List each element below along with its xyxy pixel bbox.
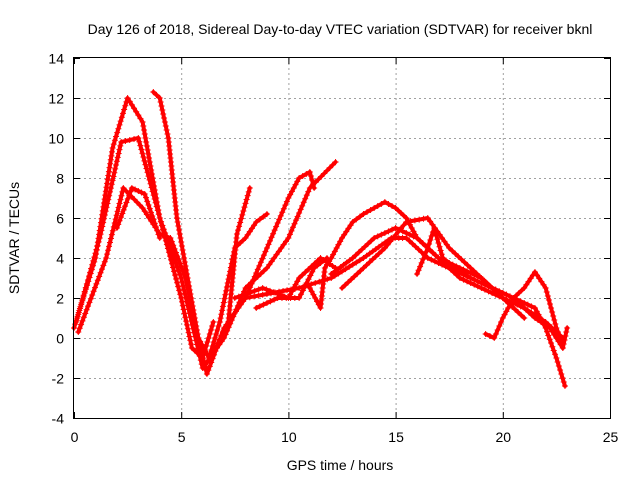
series-sat-16: [559, 325, 571, 351]
y-tick-label: 6: [56, 211, 64, 227]
y-tick-label: 2: [56, 291, 64, 307]
series-sat-6: [206, 185, 253, 365]
series-markers: [113, 185, 163, 241]
series-sat-4: [113, 185, 163, 241]
series-sat-5: [150, 89, 223, 361]
x-axis-label: GPS time / hours: [287, 457, 394, 473]
series-sat-15: [482, 269, 566, 347]
series-markers: [306, 199, 528, 321]
series-sat-9: [253, 255, 330, 311]
y-tick-label: -2: [52, 371, 65, 387]
series-markers: [328, 225, 566, 341]
chart-title: Day 126 of 2018, Sidereal Day-to-day VTE…: [88, 21, 593, 37]
series-markers: [559, 325, 571, 351]
y-tick-label: 10: [48, 131, 64, 147]
x-tick-label: 10: [281, 429, 297, 445]
x-tick-label: 0: [71, 429, 79, 445]
y-tick-label: 8: [56, 171, 64, 187]
y-axis-label: SDTVAR / TECUs: [6, 182, 22, 294]
series-sat-2: [73, 135, 339, 371]
series-sat-7: [216, 211, 270, 325]
series-markers: [482, 269, 566, 347]
series-markers: [414, 225, 474, 281]
series-sat-10: [242, 169, 318, 301]
y-tick-label: 4: [56, 251, 64, 267]
x-tick-label: 20: [496, 429, 512, 445]
x-tick-label: 5: [178, 429, 186, 445]
y-tick-label: 14: [48, 51, 64, 67]
x-tick-label: 25: [603, 429, 619, 445]
x-tick-label: 15: [388, 429, 404, 445]
series-markers: [216, 211, 270, 325]
axis-ticks: 0 5 10 15 20 25 -4 -2 0 2 4 6 8 10 12 14: [48, 51, 618, 446]
series-sat-13: [339, 215, 566, 351]
series-markers: [242, 169, 318, 301]
series-markers: [253, 255, 330, 311]
y-tick-label: 12: [48, 91, 64, 107]
data-series: [71, 89, 571, 389]
series-sat-11: [306, 199, 528, 321]
y-tick-label: 0: [56, 331, 64, 347]
series-sat-14: [414, 225, 474, 281]
plot-frame: [73, 57, 611, 419]
series-markers: [339, 215, 566, 351]
series-markers: [150, 89, 223, 361]
y-tick-label: -4: [52, 411, 65, 427]
